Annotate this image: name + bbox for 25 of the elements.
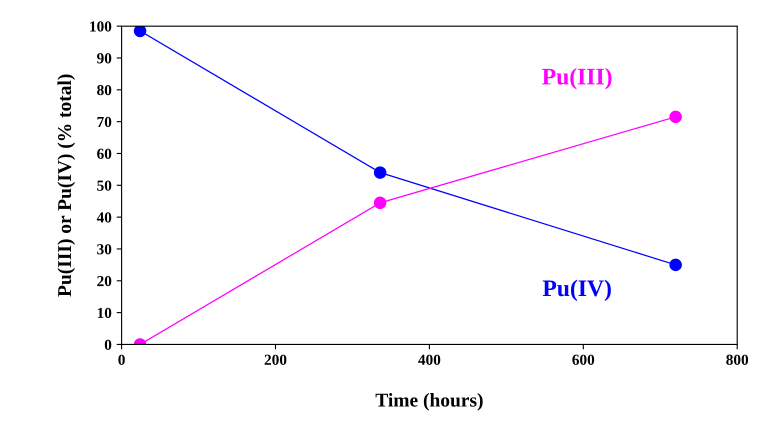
- point: [134, 26, 146, 38]
- series-label: Pu(III): [542, 68, 612, 90]
- x-tick-label: 800: [726, 354, 748, 365]
- x-tick-label: 400: [418, 354, 440, 365]
- point: [374, 196, 386, 210]
- y-tick-label: 30: [97, 244, 112, 254]
- y-tick-label: 50: [97, 180, 112, 191]
- point: [669, 258, 682, 272]
- x-tick-label: 200: [264, 354, 286, 365]
- x-axis-title: Time (hours): [376, 393, 483, 411]
- x-tick-label: 0: [118, 354, 125, 365]
- series-label: Pu(IV): [542, 280, 611, 302]
- point: [669, 110, 682, 124]
- y-tick-label: 60: [97, 148, 112, 159]
- y-tick-label: 10: [98, 308, 112, 318]
- y-tick-label: 80: [97, 84, 112, 96]
- y-tick-label: 40: [96, 212, 112, 223]
- y-axis-title: Pu(III) or Pu(IV) (% total): [57, 74, 76, 297]
- y-tick-label: 0: [104, 340, 112, 350]
- y-tick-label: 90: [97, 53, 112, 64]
- x-tick-label: 600: [572, 354, 594, 365]
- point: [374, 166, 386, 179]
- y-tick-label: 20: [97, 276, 112, 286]
- y-tick-label: 70: [97, 116, 112, 128]
- y-tick-label: 100: [90, 21, 112, 32]
